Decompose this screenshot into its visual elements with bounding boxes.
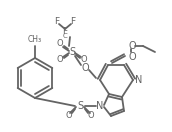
Text: S: S (77, 101, 83, 111)
Text: N: N (96, 101, 104, 111)
Text: O: O (88, 110, 94, 119)
Text: CH₃: CH₃ (28, 36, 42, 44)
Text: O: O (57, 39, 63, 48)
Text: F: F (71, 18, 76, 27)
Text: O: O (128, 52, 136, 62)
Text: O: O (57, 55, 63, 65)
Text: C: C (63, 33, 67, 39)
Text: O: O (128, 41, 136, 51)
Text: N: N (135, 75, 143, 85)
Text: F: F (62, 27, 68, 37)
Text: S: S (69, 47, 75, 57)
Text: F: F (54, 18, 60, 27)
Text: O: O (66, 110, 72, 119)
Text: O: O (81, 63, 89, 73)
Text: O: O (81, 55, 87, 65)
